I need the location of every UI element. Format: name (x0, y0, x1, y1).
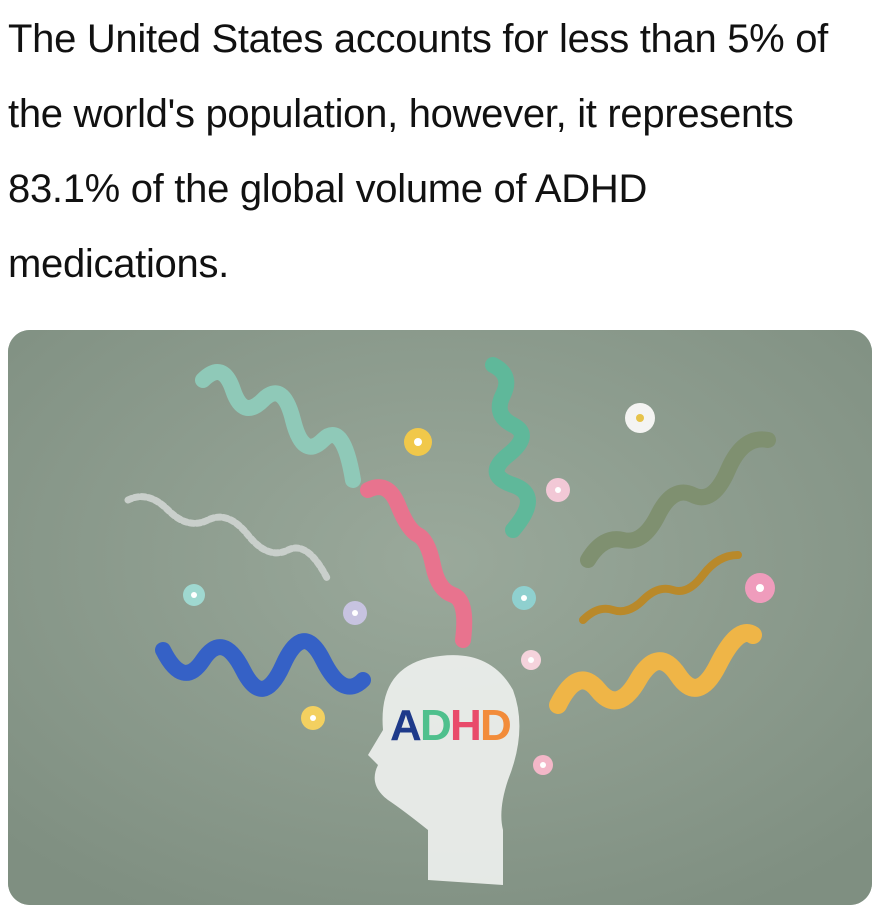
adhd-illustration: A D H D (8, 330, 872, 905)
flowers (183, 403, 775, 775)
flower-pale-pink (521, 650, 541, 670)
flower-teal (183, 584, 205, 606)
flower-hot-pink (745, 573, 775, 603)
head-letters: A D H D (390, 701, 512, 750)
silver-squiggle (124, 493, 332, 584)
flower-pink-2 (533, 755, 553, 775)
pink-squiggle (360, 479, 473, 648)
blue-squiggle (155, 633, 371, 697)
flower-white (625, 403, 655, 433)
flower-yellow-2 (301, 706, 325, 730)
letter-d1: D (420, 701, 452, 750)
head-silhouette (368, 655, 520, 885)
flower-yellow (404, 428, 432, 456)
flower-pink (546, 478, 570, 502)
post-caption: The United States accounts for less than… (8, 17, 828, 286)
gold-squiggle (579, 551, 742, 624)
letter-d2: D (480, 701, 512, 750)
letter-h: H (450, 701, 482, 750)
yellow-squiggle (549, 624, 762, 714)
post-image[interactable]: A D H D (8, 330, 872, 905)
teal-squiggle (485, 357, 536, 538)
flower-lilac (343, 601, 367, 625)
olive-squiggle (580, 431, 776, 568)
flower-aqua (512, 586, 536, 610)
letter-a: A (390, 701, 422, 750)
mint-squiggle (195, 364, 361, 488)
